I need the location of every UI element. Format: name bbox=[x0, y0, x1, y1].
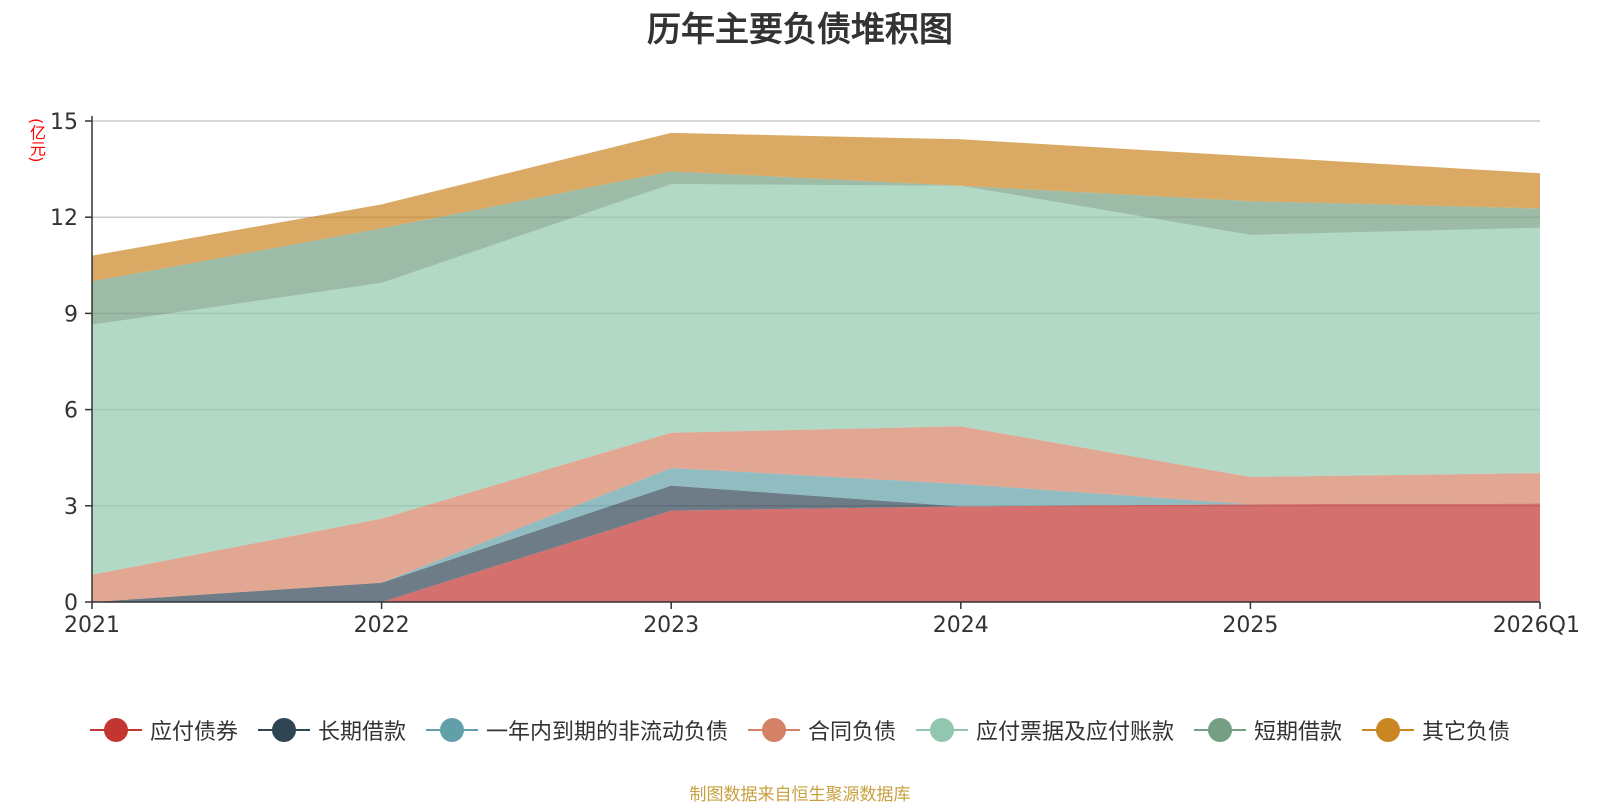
legend-marker-icon bbox=[916, 718, 968, 742]
legend-label: 一年内到期的非流动负债 bbox=[485, 720, 728, 745]
area-series-2 bbox=[92, 485, 1540, 602]
legend-marker-icon bbox=[425, 718, 478, 742]
x-tick-label: 2025 bbox=[1222, 613, 1278, 638]
legend-item[interactable]: 其它负债 bbox=[1362, 714, 1510, 746]
legend-label: 长期借款 bbox=[317, 720, 406, 745]
legend-marker-icon bbox=[1194, 718, 1247, 742]
area-series-layer bbox=[92, 132, 1540, 602]
legend-item[interactable]: 合同负债 bbox=[747, 714, 896, 746]
y-tick-label: 12 bbox=[50, 206, 78, 231]
legend-dot bbox=[1376, 718, 1401, 742]
area-series-6 bbox=[92, 171, 1540, 325]
legend-dot bbox=[761, 718, 786, 742]
legend-item[interactable]: 一年内到期的非流动负债 bbox=[425, 714, 728, 746]
x-tick-label: 2021 bbox=[64, 613, 120, 638]
legend-dot bbox=[930, 718, 954, 742]
x-tick-label: 2024 bbox=[933, 613, 989, 638]
x-tick-label: 2022 bbox=[354, 613, 410, 638]
area-series-4 bbox=[92, 426, 1540, 602]
legend-marker-icon bbox=[257, 718, 310, 742]
legend-item[interactable]: 短期借款 bbox=[1194, 714, 1342, 746]
legend-label: 应付债券 bbox=[149, 720, 238, 745]
legend-dot bbox=[439, 718, 464, 742]
area-series-1 bbox=[92, 503, 1540, 602]
legend-marker-icon bbox=[1362, 718, 1415, 742]
chart-title: 历年主要负债堆积图 bbox=[647, 10, 953, 50]
legend-marker-icon bbox=[89, 718, 142, 742]
legend-dot bbox=[271, 718, 296, 742]
x-tick-label: 2023 bbox=[643, 613, 699, 638]
y-tick-label: 0 bbox=[64, 591, 78, 616]
legend-label: 合同负债 bbox=[807, 720, 896, 745]
y-tick-label: 6 bbox=[64, 399, 78, 424]
y-tick-label: 3 bbox=[64, 495, 78, 520]
legend-item[interactable]: 长期借款 bbox=[257, 714, 406, 746]
legend-label: 应付票据及应付账款 bbox=[976, 720, 1175, 745]
y-tick-label: 15 bbox=[50, 110, 78, 135]
legend-dot bbox=[1208, 718, 1233, 742]
data-source-note: 制图数据来自恒生聚源数据库 bbox=[689, 785, 911, 805]
legend-label: 其它负债 bbox=[1422, 720, 1511, 745]
area-series-3 bbox=[92, 467, 1540, 602]
legend-item[interactable]: 应付债券 bbox=[89, 714, 238, 746]
area-series-5 bbox=[92, 184, 1540, 575]
axes: 0 3 6 9 12 15 2021 2022 2023 2024 2025 2026Q1 bbox=[50, 110, 1580, 638]
legend-item[interactable]: 应付票据及应付账款 bbox=[916, 714, 1174, 746]
chart-legend: 应付债券 长期借款 一年内到期的非流动负债 合同负债 应付票据及应付账款 短期借款 其它负债 bbox=[0, 714, 1600, 746]
area-series-7 bbox=[92, 132, 1540, 282]
legend-marker-icon bbox=[747, 718, 800, 742]
legend-dot bbox=[103, 718, 128, 742]
x-tick-label: 2026Q1 bbox=[1493, 613, 1580, 638]
stacked-area-chart: 0 3 6 9 12 15 2021 2022 2023 2024 2025 2026Q1 bbox=[50, 110, 1580, 638]
y-tick-label: 9 bbox=[64, 302, 78, 327]
legend-label: 短期借款 bbox=[1254, 720, 1343, 745]
y-axis-unit-label: (亿元) bbox=[27, 118, 46, 163]
